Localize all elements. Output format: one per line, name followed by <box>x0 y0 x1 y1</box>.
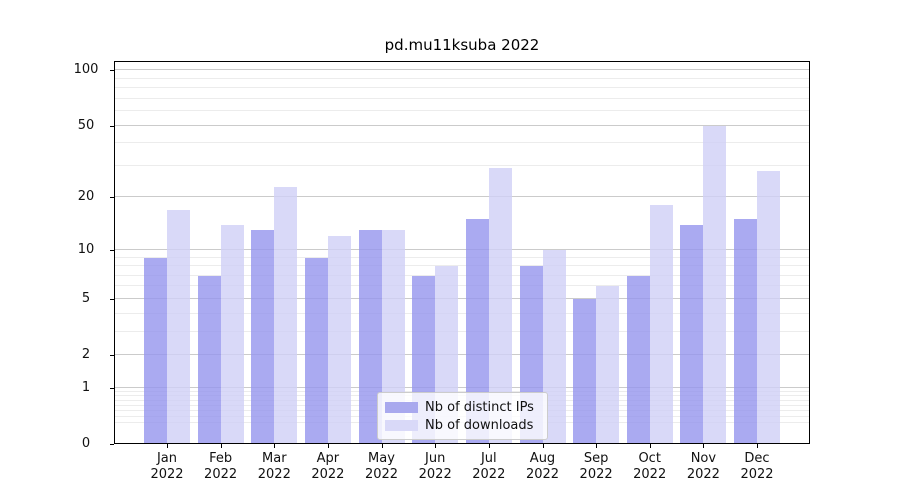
bar-downloads-jan <box>167 209 190 444</box>
major-gridline-2 <box>114 354 810 355</box>
major-gridline-50 <box>114 124 810 126</box>
bar-downloads-jul <box>488 168 512 444</box>
minor-gridline-80 <box>114 87 810 88</box>
legend-row-distinct-ips: Nb of distinct IPs <box>385 398 540 416</box>
x-tick-mark-sep <box>596 444 598 448</box>
major-gridline-10 <box>114 248 810 250</box>
y-tick-label-100: 100 <box>73 62 99 78</box>
legend-swatch-distinct-ips <box>385 401 418 413</box>
y-tick-label-20: 20 <box>77 189 95 205</box>
bar-downloads-dec <box>757 171 780 444</box>
minor-gridline-90 <box>114 77 810 79</box>
minor-gridline-0.9 <box>114 391 810 392</box>
x-tick-label-apr: Apr 2022 <box>311 451 345 482</box>
x-tick-label-jul: Jul 2022 <box>472 451 506 482</box>
x-tick-label-may: May 2022 <box>364 451 399 482</box>
bar-distinct-ips-sep <box>573 298 597 444</box>
bar-distinct-ips-mar <box>251 230 275 444</box>
y-tick-mark-2 <box>110 355 114 356</box>
minor-gridline-30 <box>114 164 810 166</box>
minor-gridline-60 <box>114 109 810 111</box>
legend-row-downloads: Nb of downloads <box>385 416 540 434</box>
bar-downloads-mar <box>274 186 298 444</box>
x-tick-mark-dec <box>757 444 758 448</box>
y-tick-mark-1 <box>110 387 114 389</box>
y-tick-mark-100 <box>110 70 114 72</box>
bar-downloads-may <box>381 230 405 444</box>
bar-downloads-aug <box>542 249 566 444</box>
legend: Nb of distinct IPs Nb of downloads <box>377 392 548 440</box>
bar-downloads-apr <box>327 236 351 444</box>
minor-gridline-40 <box>114 142 810 144</box>
bar-distinct-ips-oct <box>626 275 650 444</box>
y-tick-label-2: 2 <box>81 347 91 362</box>
y-tick-mark-20 <box>110 197 114 199</box>
minor-gridline-9 <box>114 256 810 258</box>
x-tick-mark-nov <box>703 444 705 448</box>
x-tick-mark-jun <box>435 444 437 448</box>
chart-title: pd.mu11ksuba 2022 <box>384 36 540 54</box>
x-tick-label-sep: Sep 2022 <box>579 451 613 482</box>
bar-distinct-ips-may <box>358 230 382 444</box>
x-tick-mark-jul <box>488 444 490 448</box>
major-gridline-20 <box>114 196 810 198</box>
bar-distinct-ips-jul <box>465 219 489 444</box>
minor-gridline-8 <box>114 265 810 266</box>
minor-gridline-6 <box>114 285 810 287</box>
major-gridline-5 <box>114 297 810 299</box>
x-tick-label-dec: Dec 2022 <box>740 451 774 482</box>
x-tick-label-oct: Oct 2022 <box>633 451 667 482</box>
x-tick-mark-mar <box>274 444 276 448</box>
bar-distinct-ips-feb <box>197 275 221 444</box>
bar-distinct-ips-jan <box>144 257 167 444</box>
bar-distinct-ips-apr <box>304 257 328 444</box>
y-tick-mark-10 <box>110 249 114 251</box>
bar-downloads-feb <box>220 224 244 444</box>
major-gridline-1 <box>114 386 810 388</box>
x-tick-label-jan: Jan 2022 <box>150 451 184 482</box>
y-tick-mark-5 <box>110 298 114 300</box>
x-tick-mark-feb <box>220 444 222 448</box>
y-tick-mark-0 <box>110 444 114 445</box>
x-tick-label-aug: Aug 2022 <box>525 451 560 482</box>
bar-downloads-oct <box>649 205 673 444</box>
minor-gridline-70 <box>114 97 810 99</box>
x-tick-mark-jan <box>167 444 168 448</box>
legend-label-downloads: Nb of downloads <box>425 417 534 433</box>
x-tick-mark-may <box>381 444 383 448</box>
legend-label-distinct-ips: Nb of distinct IPs <box>425 399 534 415</box>
major-gridline-100 <box>114 69 810 71</box>
minor-gridline-3 <box>114 330 810 332</box>
x-tick-label-mar: Mar 2022 <box>257 451 291 482</box>
y-tick-label-10: 10 <box>77 241 95 257</box>
minor-gridline-4 <box>114 312 810 314</box>
x-tick-mark-apr <box>327 444 329 448</box>
legend-swatch-downloads <box>385 419 418 431</box>
y-tick-label-50: 50 <box>77 117 95 133</box>
x-tick-label-feb: Feb 2022 <box>204 451 238 482</box>
x-tick-label-nov: Nov 2022 <box>686 451 720 482</box>
y-tick-label-5: 5 <box>81 290 91 306</box>
bar-distinct-ips-nov <box>680 224 704 444</box>
bar-downloads-nov <box>703 125 727 444</box>
y-tick-label-1: 1 <box>81 379 91 395</box>
y-tick-label-0: 0 <box>81 436 91 451</box>
x-tick-mark-oct <box>649 444 651 448</box>
x-tick-mark-aug <box>542 444 544 448</box>
bar-downloads-sep <box>596 286 620 444</box>
bar-distinct-ips-dec <box>734 219 757 444</box>
plot-area <box>114 61 810 444</box>
y-tick-mark-50 <box>110 125 114 127</box>
minor-gridline-7 <box>114 274 810 276</box>
x-tick-label-jun: Jun 2022 <box>418 451 452 482</box>
